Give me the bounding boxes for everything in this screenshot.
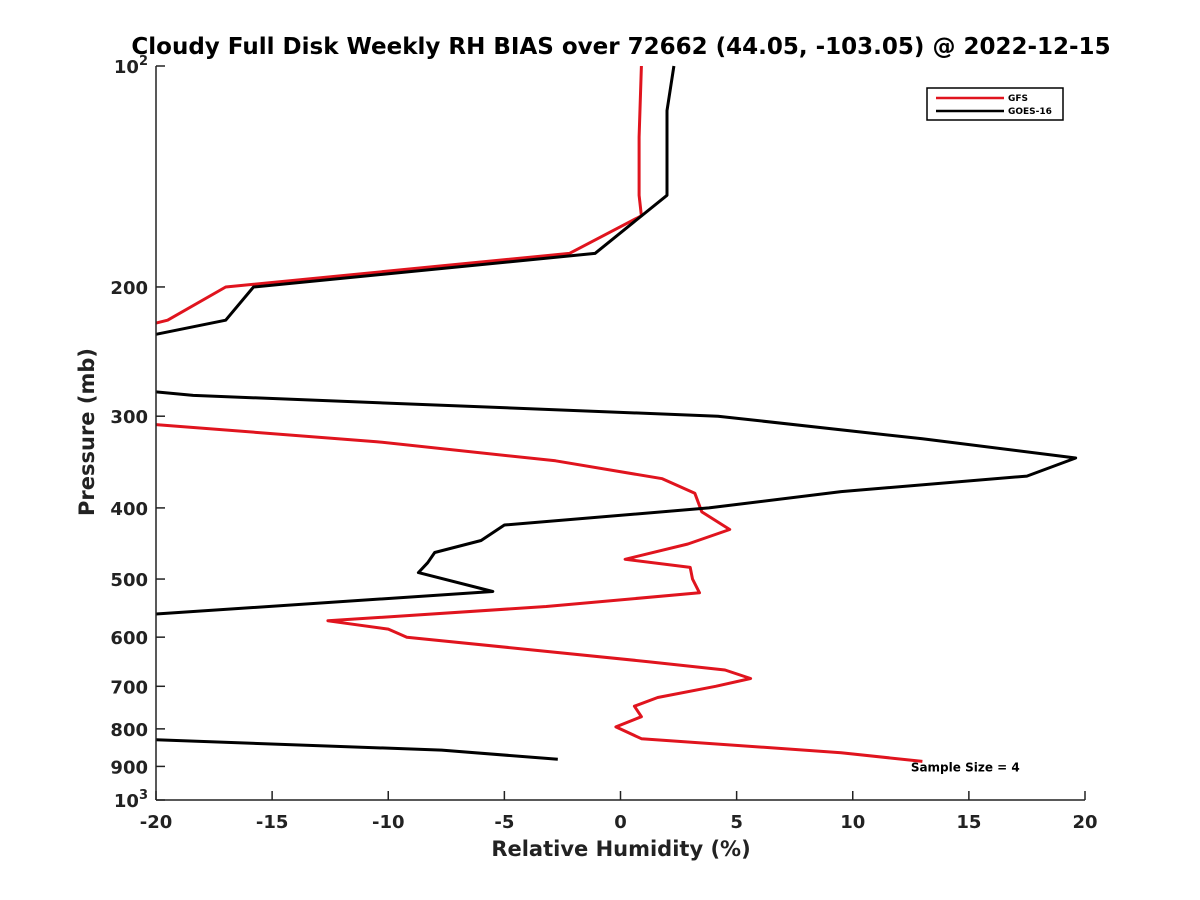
x-tick-label: -10 (372, 812, 405, 833)
y-tick-label: 500 (110, 570, 148, 591)
axes-layer: -20 -15 -10 -5 0 5 10 15 20 102 200 300 400 500 600 700… (110, 54, 1097, 833)
sample-size-annotation: Sample Size = 4 (911, 760, 1020, 774)
y-tick-label: 900 (110, 757, 148, 778)
series-line-2-segment-1 (155, 65, 676, 336)
y-tick-label: 300 (110, 407, 148, 428)
x-tick-label: 0 (614, 812, 627, 833)
series-line-1-segment-1 (155, 65, 643, 325)
legend-box (926, 87, 1064, 121)
x-tick-label: 20 (1072, 812, 1097, 833)
plot-area: -20 -15 -10 -5 0 5 10 15 20 102 200 300 400 500 600 700… (110, 54, 1097, 833)
y-tick-label: 600 (110, 628, 148, 649)
series-goes-16 (155, 65, 1078, 761)
series-layer (155, 65, 1078, 763)
annotations-layer: Sample Size = 4 (911, 760, 1020, 774)
chart-title: Cloudy Full Disk Weekly RH BIAS over 726… (131, 34, 1110, 60)
series-line-2-segment-2 (155, 390, 1078, 616)
x-tick-label: -5 (494, 812, 514, 833)
y-tick-label: 102 (114, 54, 148, 78)
series-gfs (155, 65, 923, 763)
legend: GFS GOES-16 (926, 87, 1064, 121)
x-tick-label: -20 (140, 812, 173, 833)
x-tick-label: 15 (956, 812, 981, 833)
x-tick-label: 5 (730, 812, 743, 833)
y-axis-label: Pressure (mb) (75, 348, 99, 516)
x-tick-label: -15 (256, 812, 289, 833)
y-tick-label: 700 (110, 677, 148, 698)
y-tick-label: 103 (114, 788, 148, 812)
legend-label: GFS (1008, 94, 1028, 104)
y-tick-label: 200 (110, 278, 148, 299)
y-tick-label: 400 (110, 499, 148, 520)
legend-items: GFS GOES-16 (936, 94, 1052, 117)
y-tick-label: 800 (110, 720, 148, 741)
series-line-1-segment-2 (155, 423, 923, 763)
legend-label: GOES-16 (1008, 107, 1052, 117)
series-line-2-segment-3 (155, 738, 558, 761)
x-tick-label: 10 (840, 812, 865, 833)
x-axis-label: Relative Humidity (%) (491, 837, 750, 861)
